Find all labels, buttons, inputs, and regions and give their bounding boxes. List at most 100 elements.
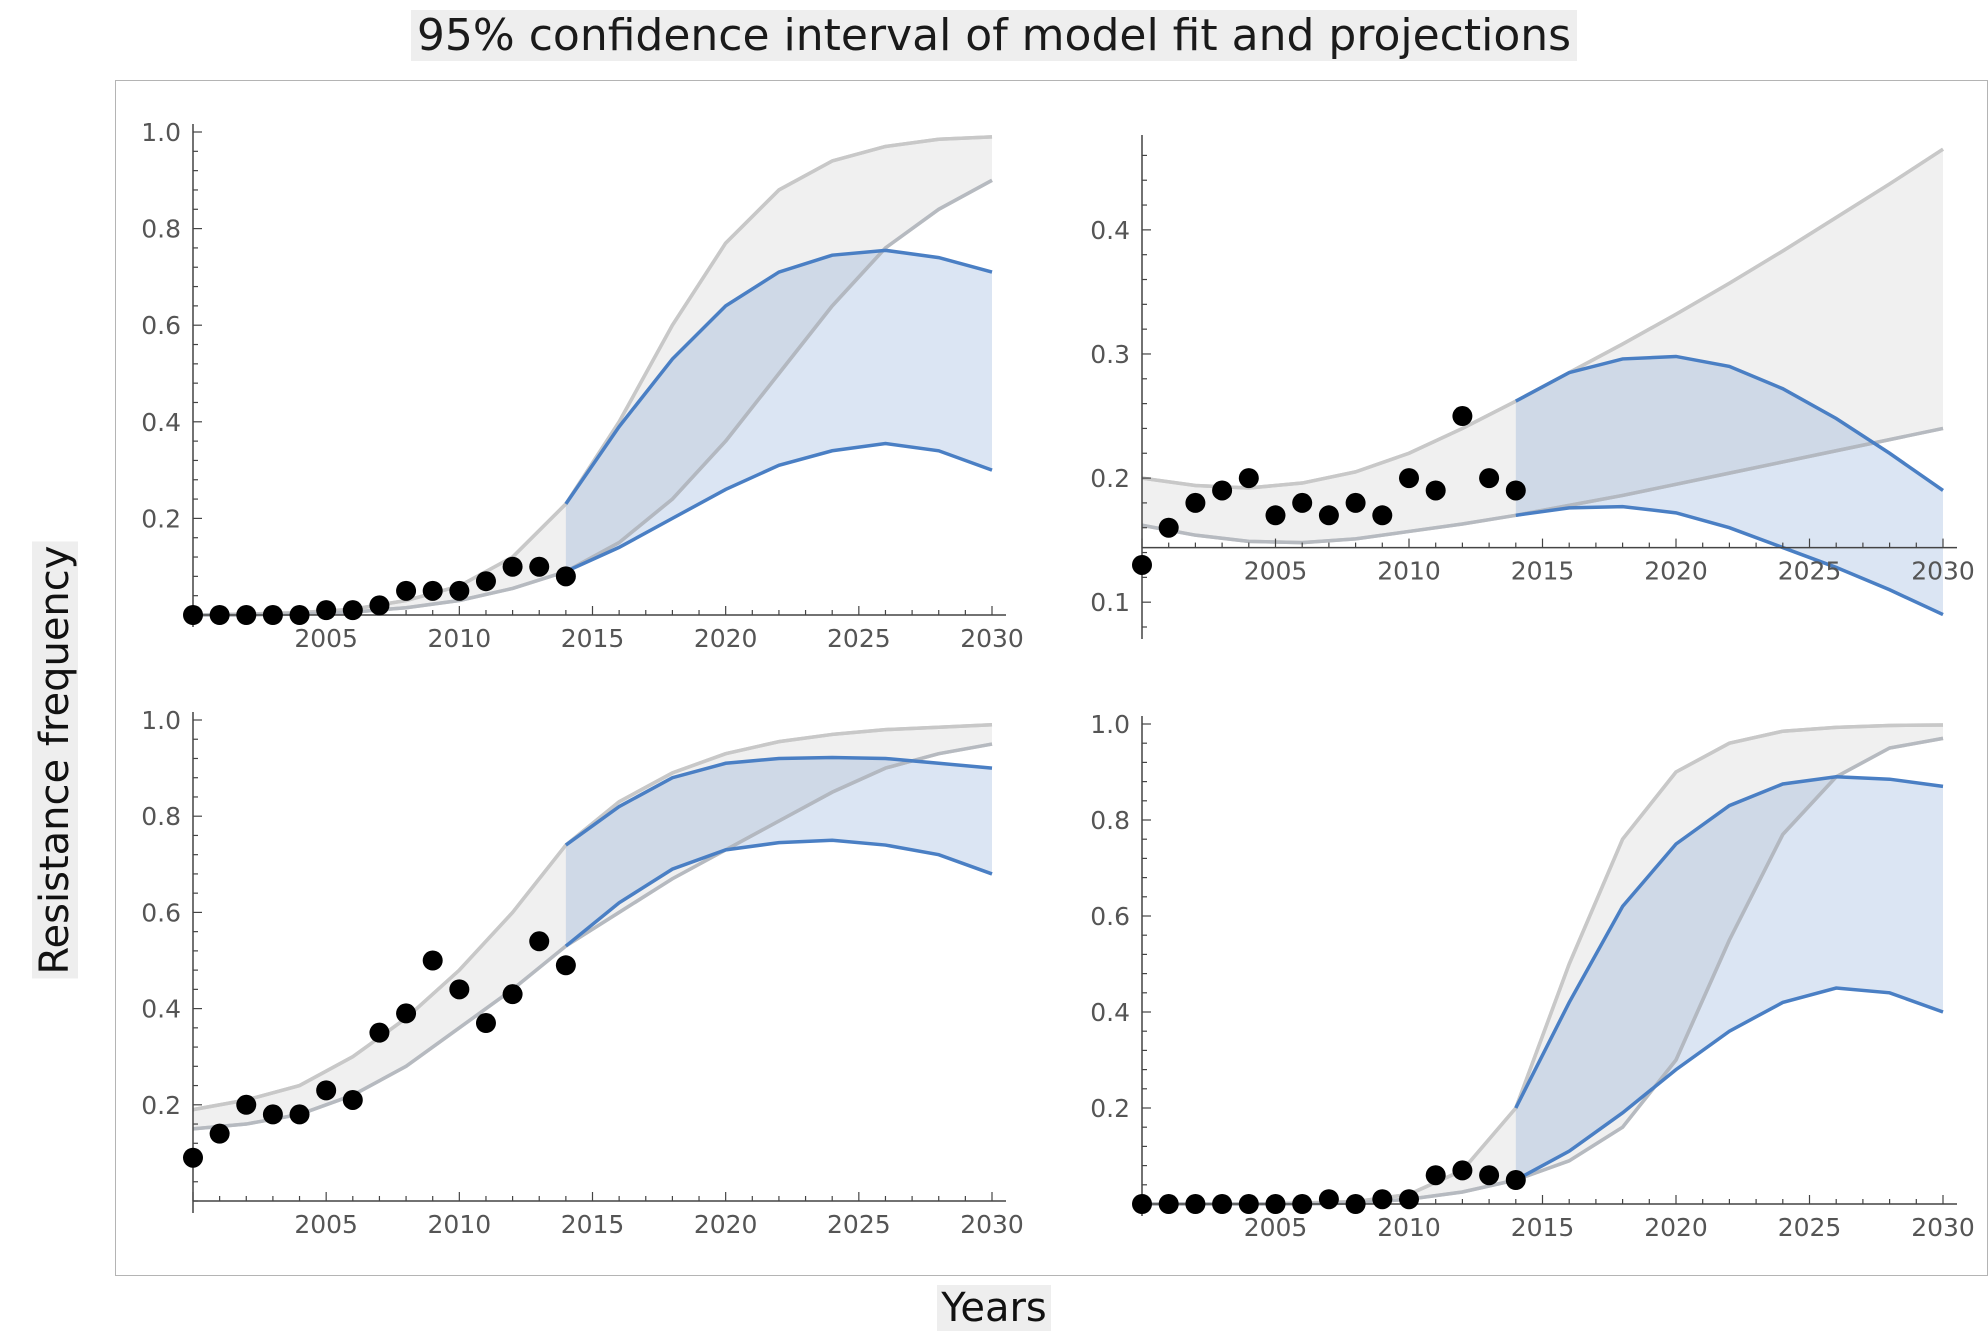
x-tick-label: 2015: [1511, 557, 1575, 586]
projection-band-area: [565, 757, 992, 947]
data-point: [1505, 480, 1526, 501]
x-tick-label: 2025: [1778, 557, 1842, 586]
x-tick-label: 2030: [960, 1210, 1024, 1239]
data-point: [1212, 1194, 1233, 1214]
x-tick-label: 2010: [1377, 1213, 1441, 1242]
y-tick-label: 0.4: [141, 408, 181, 437]
y-tick-label: 0.2: [141, 1091, 181, 1120]
projection-lower-line: [564, 838, 993, 948]
data-point: [1132, 1194, 1152, 1214]
data-point: [1238, 1194, 1259, 1214]
data-point: [342, 1089, 363, 1110]
data-point: [529, 556, 550, 577]
panel-2: 2005 2010 2015 2020 2025 2030 0.1 0.2 0.3 0.4: [1090, 135, 1975, 639]
data-point: [262, 605, 283, 625]
data-point: [1479, 1165, 1500, 1186]
projection-upper-line: [1514, 775, 1944, 1109]
data-point: [316, 1080, 337, 1101]
y-tick-label: 0.6: [141, 898, 181, 927]
data-point: [555, 566, 576, 587]
data-point: [369, 595, 390, 616]
y-tick-label: 0.2: [141, 504, 181, 533]
data-point: [1185, 1194, 1206, 1214]
y-tick-label: 0.6: [1090, 902, 1130, 931]
y-tick-label: 0.1: [1090, 588, 1130, 617]
x-tick-label: 2015: [561, 1210, 625, 1239]
chart-title-container: 95% confidence interval of model fit and…: [0, 10, 1988, 61]
x-axis-label: Years: [937, 1285, 1051, 1331]
y-tick-label: 1.0: [1090, 710, 1130, 739]
data-point: [555, 955, 576, 976]
data-point: [289, 605, 310, 625]
data-point: [236, 605, 257, 625]
projection-lower-line: [565, 441, 993, 574]
data-point: [183, 605, 203, 625]
data-point: [1452, 1160, 1473, 1181]
data-point: [422, 950, 443, 971]
data-point: [1345, 492, 1366, 513]
data-point: [1238, 468, 1259, 489]
data-point: [1292, 1194, 1313, 1214]
x-tick-label: 2010: [428, 624, 492, 653]
projection-band-area: [565, 250, 992, 572]
data-point: [502, 556, 523, 577]
x-tick-label: 2020: [694, 1210, 758, 1239]
data-point: [529, 931, 550, 952]
y-tick-label: 0.4: [141, 995, 181, 1024]
y-tick-label: 0.8: [141, 215, 181, 244]
projection-upper-line: [1514, 354, 1945, 492]
fit-band-upper-overlay: [192, 723, 993, 1112]
x-axis-label-container: Years: [0, 1285, 1988, 1331]
data-point: [1399, 468, 1419, 489]
data-point: [1399, 1189, 1419, 1210]
y-tick-label: 0.2: [1090, 464, 1130, 493]
x-tick-label: 2015: [561, 624, 625, 653]
panel-1: 2005 2010 2015 2020 2025 2030 0.2 0.4 0.6 0.8 1.0: [141, 118, 1024, 653]
data-point: [422, 580, 443, 601]
data-point: [1372, 505, 1393, 526]
data-point: [236, 1094, 257, 1115]
x-tick-label: 2010: [428, 1210, 492, 1239]
fit-band-lower-overlay: [192, 742, 993, 1131]
y-tick-label: 0.8: [1090, 806, 1130, 835]
x-tick-label: 2025: [827, 624, 891, 653]
data-point: [449, 580, 470, 601]
x-tick-label: 2025: [827, 1210, 891, 1239]
data-point: [475, 571, 496, 592]
y-tick-label: 1.0: [141, 706, 181, 735]
panel-3: 2005 2010 2015 2020 2025 2030 0.2 0.4 0.6 0.8 1.0: [141, 706, 1024, 1239]
x-tick-label: 2025: [1778, 1213, 1842, 1242]
data-point: [289, 1104, 310, 1125]
fit-band-area: [1142, 149, 1943, 543]
x-tick-label: 2015: [1511, 1213, 1575, 1242]
y-tick-label: 0.8: [141, 802, 181, 831]
data-point: [396, 1003, 417, 1024]
x-tick-label: 2005: [294, 1210, 358, 1239]
projection-lower-line: [1515, 504, 1944, 617]
data-point: [1212, 480, 1233, 501]
projection-lower-line: [1514, 986, 1944, 1182]
x-tick-label: 2005: [1244, 557, 1308, 586]
x-tick-label: 2020: [1644, 1213, 1708, 1242]
x-tick-label: 2030: [1911, 557, 1975, 586]
x-tick-label: 2005: [1244, 1213, 1308, 1242]
data-point: [1265, 505, 1286, 526]
y-tick-label: 0.2: [1090, 1094, 1130, 1123]
data-point: [1372, 1189, 1393, 1210]
data-point: [1505, 1170, 1526, 1190]
projection-band-area: [1515, 776, 1943, 1180]
data-point: [369, 1022, 390, 1043]
y-tick-label: 0.4: [1090, 216, 1130, 245]
y-tick-label: 0.3: [1090, 340, 1130, 369]
data-point: [1345, 1194, 1366, 1214]
fit-band-area: [193, 136, 992, 615]
data-point: [1425, 1165, 1446, 1186]
x-tick-label: 2010: [1377, 557, 1441, 586]
data-point: [209, 1123, 230, 1144]
x-tick-label: 2030: [960, 624, 1024, 653]
data-point: [1185, 492, 1206, 513]
data-point: [1158, 517, 1179, 538]
data-point: [1452, 406, 1473, 427]
data-point: [502, 984, 523, 1005]
projection-band-area: [1515, 356, 1943, 615]
